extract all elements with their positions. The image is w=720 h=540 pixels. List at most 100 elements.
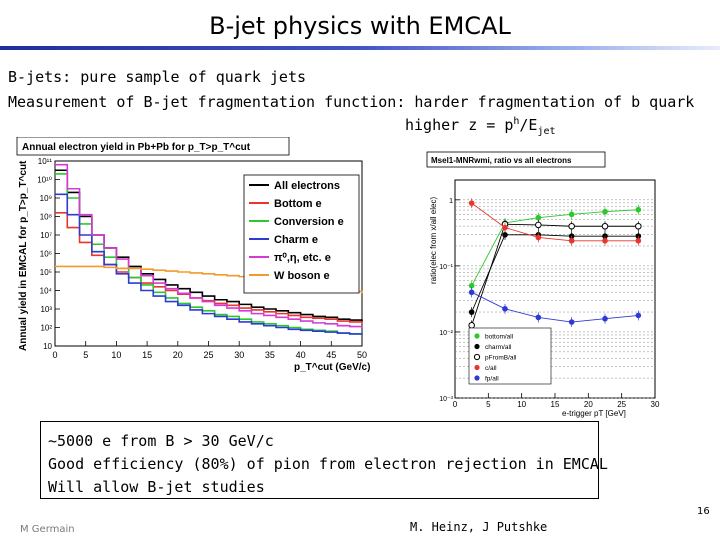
chart-a-xtick-label: 30 xyxy=(234,350,244,360)
chart-b-point xyxy=(568,319,575,325)
chart-b-legend-label: pFromB/all xyxy=(485,355,517,362)
formula-line: higher z = ph/Ejet xyxy=(405,116,556,137)
chart-b-point xyxy=(635,312,642,319)
chart-a-title-box xyxy=(16,137,290,156)
footer-left: M Germain xyxy=(20,524,75,535)
summary-box xyxy=(40,421,599,499)
summary-line-1: ~5000 e from B > 30 GeV/c xyxy=(48,432,274,450)
chart-a-legend-label: All electrons xyxy=(274,180,340,192)
chart-a-legend-label: Conversion e xyxy=(274,216,344,228)
chart-b-point xyxy=(635,206,642,213)
slide-title: B-jet physics with EMCAL xyxy=(209,12,511,40)
chart-b-legend-entries: bottom/all charm/all pFromB/all c/all fp/all xyxy=(473,333,517,383)
chart-a-ytick-label: 10⁹ xyxy=(40,194,52,203)
chart-a-series-line xyxy=(55,163,363,328)
chart-a-legend xyxy=(243,174,360,294)
chart-a-xtick-label: 45 xyxy=(326,350,336,360)
chart-b-xtick-label: 10 xyxy=(517,400,526,409)
chart-b-point xyxy=(535,221,542,229)
chart-a-legend-label: W boson e xyxy=(274,270,330,282)
chart-b-point xyxy=(635,222,642,230)
chart-b-xtick-label: 15 xyxy=(551,400,560,409)
chart-a-xtick-label: 15 xyxy=(142,350,152,360)
chart-b-ytick-label: 1 xyxy=(449,198,453,205)
chart-b-series xyxy=(468,198,642,331)
chart-a-xtick-label: 35 xyxy=(265,350,275,360)
chart-b-legend xyxy=(468,327,552,385)
bullet-line-1: B-jets: pure sample of quark jets xyxy=(8,68,307,86)
chart-a-legend-label: π⁰,η, etc. e xyxy=(274,252,331,264)
chart-b-legend-marker xyxy=(474,343,480,350)
chart-a-ylabel: Annual yield in EMCAL for p_T>p_T^cut xyxy=(18,160,29,351)
chart-a-legend-label: Bottom e xyxy=(274,198,322,210)
chart-a-ytick-label: 10⁵ xyxy=(40,268,52,277)
formula-prefix: higher z = p xyxy=(405,116,514,134)
chart-b-series-line xyxy=(471,234,639,313)
chart-b-ylabel: ratio(elec from x/all elec) xyxy=(429,197,438,284)
chart-b-point xyxy=(602,237,608,244)
summary-line-3: Will allow B-jet studies xyxy=(48,478,265,496)
chart-a-legend-label: Charm e xyxy=(274,234,318,246)
chart-b-point xyxy=(502,224,508,231)
chart-b-point xyxy=(468,309,475,315)
chart-b-point xyxy=(635,237,642,244)
page-number: 16 xyxy=(697,506,710,517)
chart-b-point xyxy=(468,200,475,206)
chart-b-point xyxy=(535,314,542,321)
chart-a-title: Annual electron yield in Pb+Pb for p_T>p… xyxy=(22,142,251,153)
chart-a-ytick-label: 10⁷ xyxy=(40,231,52,240)
chart-a-ytick-label: 10 xyxy=(43,342,52,351)
chart-b-point xyxy=(535,234,542,241)
chart-b-point xyxy=(568,237,575,244)
chart-a-xtick-label: 10 xyxy=(111,350,121,360)
chart-b-legend-marker xyxy=(473,353,481,361)
chart-b-point xyxy=(502,232,508,238)
chart-b-series-line xyxy=(471,202,639,242)
chart-a-ytick-label: 10⁶ xyxy=(40,250,52,259)
chart-b-x-ticks: 0 5 10 15 20 25 30 xyxy=(453,393,660,409)
chart-a-xtick-label: 50 xyxy=(357,350,367,360)
chart-b-xtick-label: 5 xyxy=(486,400,491,409)
chart-b-xtick-label: 0 xyxy=(453,400,458,409)
chart-b-legend-marker xyxy=(474,333,480,339)
chart-b-legend-label: c/all xyxy=(485,365,497,372)
chart-a-xtick-label: 0 xyxy=(52,350,57,360)
chart-a-ytick-label: 10⁴ xyxy=(40,287,53,296)
chart-b-legend-marker xyxy=(474,364,480,371)
chart-b-point xyxy=(502,306,508,312)
title-divider xyxy=(0,46,720,50)
chart-a-ytick-label: 10¹⁰ xyxy=(37,176,52,185)
chart-b-legend-label: fp/all xyxy=(485,376,499,383)
formula-sub: jet xyxy=(537,126,556,137)
chart-a-ytick-label: 10³ xyxy=(40,305,52,314)
chart-b-ytick-label: 10⁻³ xyxy=(439,396,453,403)
chart-b-xtick-label: 30 xyxy=(651,400,660,409)
chart-b-xlabel: e-trigger pT [GeV] xyxy=(562,409,626,418)
chart-b-point xyxy=(535,214,542,221)
chart-a-ytick-label: 10¹¹ xyxy=(38,157,53,166)
chart-b-series-line xyxy=(471,223,639,326)
chart-b-title: Msel1-MNRwmi, ratio vs all electrons xyxy=(431,156,572,165)
chart-a-xlabel: p_T^cut (GeV/c) xyxy=(294,362,370,373)
chart-a-xtick-label: 5 xyxy=(83,350,88,360)
chart-b-point xyxy=(602,315,608,322)
bullet-line-2: Measurement of B-jet fragmentation funct… xyxy=(8,93,695,111)
chart-a-x-ticks: 0 5 10 15 20 25 30 35 40 45 50 xyxy=(52,341,367,360)
chart-b-legend-label: charm/all xyxy=(485,344,512,351)
chart-b-xtick-label: 20 xyxy=(584,400,593,409)
chart-a-ytick-label: 10⁸ xyxy=(40,213,52,222)
chart-b-point xyxy=(601,222,609,230)
chart-b-point xyxy=(602,208,608,215)
chart-a-y-ticks: 10 10² 10³ 10⁴ 10⁵ 10⁶ 10⁷ 10⁸ 10⁹ 10¹⁰ 10¹¹ xyxy=(37,157,60,351)
chart-a-series xyxy=(55,163,363,335)
chart-b-series-line xyxy=(471,291,639,323)
chart-b-y-ticks: 10⁻³ 10⁻² 10⁻¹ 1 xyxy=(439,198,460,403)
chart-b-point xyxy=(468,282,475,289)
chart-b-point xyxy=(568,211,575,218)
chart-a-legend-entries: All electrons Bottom e Conversion e Charm e… xyxy=(249,180,344,282)
chart-b-xtick-label: 25 xyxy=(617,400,626,409)
chart-b-legend-label: bottom/all xyxy=(485,334,514,341)
chart-b-point xyxy=(468,322,475,329)
chart-b-point xyxy=(568,222,575,230)
chart-a-xtick-label: 25 xyxy=(203,350,213,360)
